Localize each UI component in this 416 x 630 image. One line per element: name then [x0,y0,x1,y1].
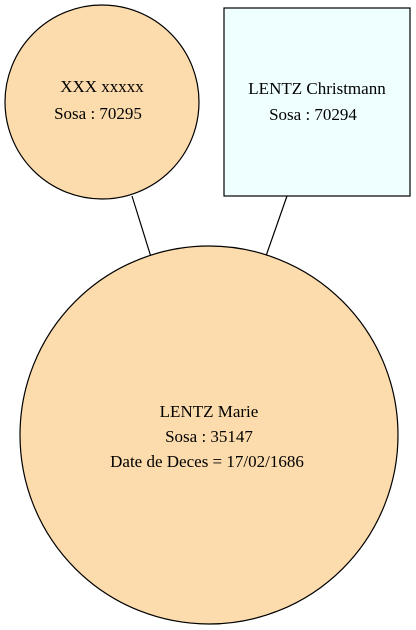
father-box [223,7,411,197]
child-name: LENTZ Marie [160,402,259,421]
father-name: LENTZ Christmann [248,79,386,98]
mother-ellipse [4,4,200,200]
mother-sosa: Sosa : 70295 [54,104,142,123]
node-mother[interactable]: XXX xxxxx Sosa : 70295 [4,4,200,200]
node-child[interactable]: LENTZ Marie Sosa : 35147 Date de Deces =… [19,245,399,625]
child-death-date: Date de Deces = 17/02/1686 [110,452,304,471]
edge-father-to-child [265,195,288,257]
child-sosa: Sosa : 35147 [165,427,253,446]
child-ellipse [19,245,399,625]
edge-mother-to-child [131,195,152,258]
father-sosa: Sosa : 70294 [269,105,357,124]
mother-name: XXX xxxxx [60,77,144,96]
node-father[interactable]: LENTZ Christmann Sosa : 70294 [223,7,411,197]
